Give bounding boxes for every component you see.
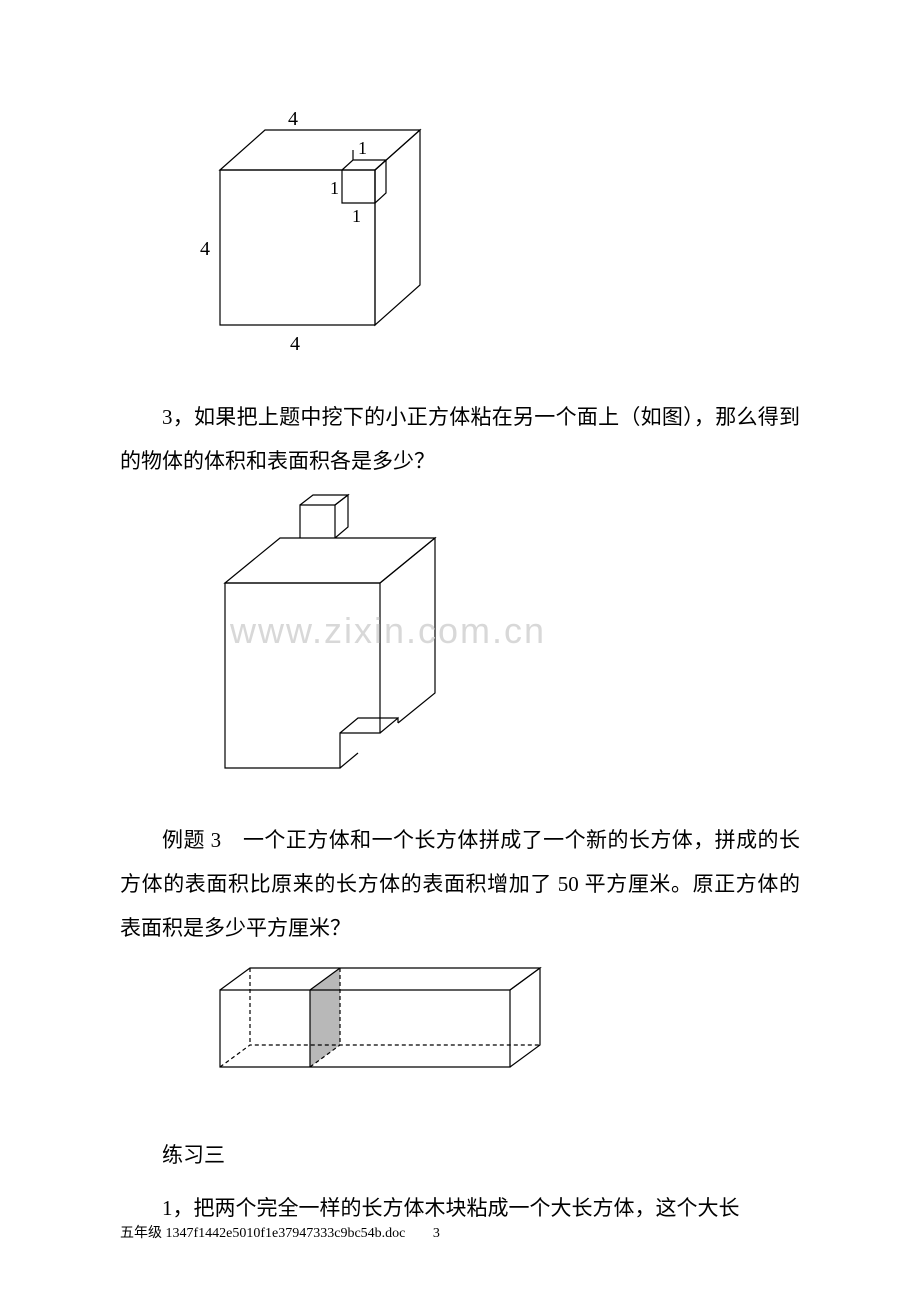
footer-page-number: 3	[433, 1226, 440, 1241]
footer-filename: 1347f1442e5010f1e37947333c9bc54b.doc	[166, 1226, 406, 1241]
page-footer: 五年级 1347f1442e5010f1e37947333c9bc54b.doc…	[120, 1222, 440, 1242]
label-left-4: 4	[200, 238, 210, 260]
label-bottom-4: 4	[290, 333, 300, 355]
figure-cube-with-addon	[180, 493, 800, 798]
figure-cube-with-cutout: 4 4 4 1 1 1	[180, 100, 800, 365]
paragraph-practice-3-title: 练习三	[120, 1133, 800, 1177]
footer-grade: 五年级	[120, 1226, 162, 1241]
paragraph-example-3: 例题 3 一个正方体和一个长方体拼成了一个新的长方体，拼成的长方体的表面积比原来…	[120, 818, 800, 950]
label-small-1c: 1	[352, 206, 361, 226]
label-top-4: 4	[288, 108, 298, 130]
label-small-1a: 1	[358, 138, 367, 158]
label-small-1b: 1	[330, 178, 339, 198]
document-page: 4 4 4 1 1 1 3，如果把上题中挖下的小正方体粘在另一个面上（如图），那…	[0, 0, 920, 1298]
figure-combined-cuboid	[180, 960, 800, 1105]
paragraph-question-3: 3，如果把上题中挖下的小正方体粘在另一个面上（如图），那么得到的物体的体积和表面…	[120, 395, 800, 483]
